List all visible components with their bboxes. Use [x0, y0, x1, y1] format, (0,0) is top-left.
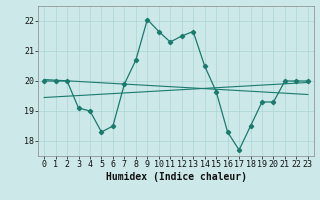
X-axis label: Humidex (Indice chaleur): Humidex (Indice chaleur): [106, 172, 246, 182]
